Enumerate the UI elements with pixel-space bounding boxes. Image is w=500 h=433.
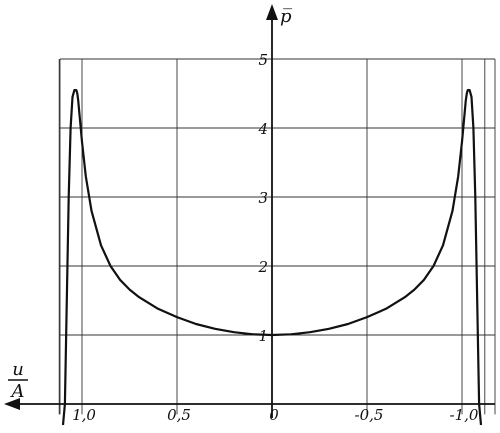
grid <box>58 58 496 415</box>
x-tick-label: -0,5 <box>355 406 384 424</box>
series-layer <box>61 89 483 426</box>
x-axis-title-numerator: u <box>12 359 24 380</box>
y-axis-arrow-icon <box>266 4 278 20</box>
axis-titles: u A p̅ <box>8 6 292 402</box>
y-axis-title: p̅ <box>280 6 292 27</box>
x-tick-label: 0 <box>269 406 279 424</box>
y-tick-label: 1 <box>258 327 268 345</box>
y-tick-label: 3 <box>258 189 268 207</box>
y-tick-label: 2 <box>257 258 268 276</box>
y-tick-label: 4 <box>257 120 268 138</box>
x-tick-label: 0,5 <box>167 406 191 424</box>
x-tick-label: -1,0 <box>450 406 479 424</box>
density-curve <box>61 89 483 426</box>
x-axis-arrow-icon <box>4 398 20 410</box>
axes <box>4 4 495 418</box>
tick-labels: 1,0 0,5 0 -0,5 -1,0 1 2 3 4 5 <box>72 51 479 424</box>
x-tick-label: 1,0 <box>72 406 96 424</box>
y-tick-label: 5 <box>258 51 268 69</box>
x-axis-title-denominator: A <box>10 381 25 402</box>
